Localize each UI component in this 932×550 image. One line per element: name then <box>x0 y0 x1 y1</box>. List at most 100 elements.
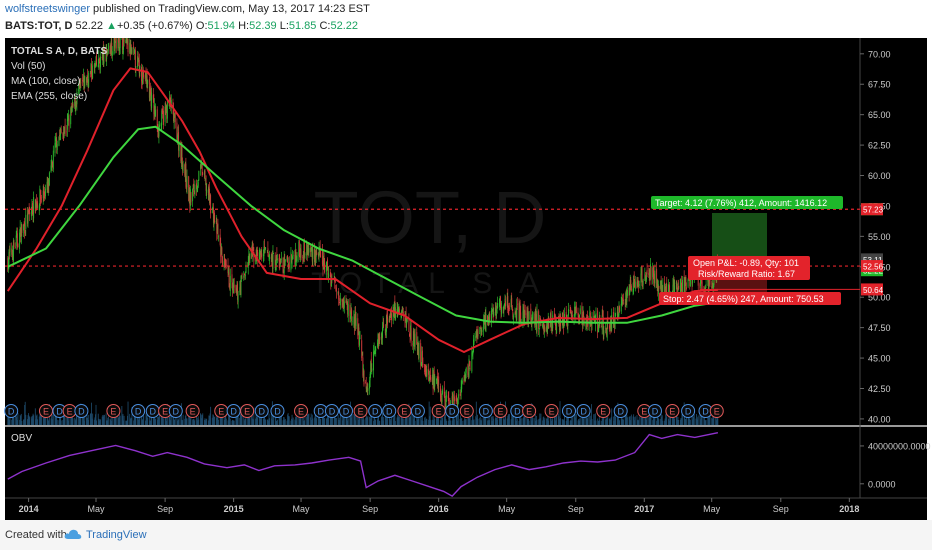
candle-body[interactable] <box>598 316 600 324</box>
candle-body[interactable] <box>457 394 459 398</box>
candle-body[interactable] <box>366 390 368 392</box>
candle-body[interactable] <box>433 371 435 389</box>
candle-body[interactable] <box>428 369 430 375</box>
candle-body[interactable] <box>107 52 109 55</box>
candle-body[interactable] <box>59 134 60 137</box>
candle-body[interactable] <box>334 279 336 283</box>
candle-body[interactable] <box>668 285 670 287</box>
candle-body[interactable] <box>29 212 31 215</box>
candle-body[interactable] <box>197 185 199 189</box>
candle-body[interactable] <box>92 65 94 79</box>
candle-body[interactable] <box>137 56 139 62</box>
candle-body[interactable] <box>256 248 258 262</box>
candle-body[interactable] <box>526 312 528 316</box>
candle-body[interactable] <box>531 317 533 325</box>
candle-body[interactable] <box>97 64 99 68</box>
candle-body[interactable] <box>491 307 493 311</box>
candle-body[interactable] <box>376 342 378 347</box>
candle-body[interactable] <box>67 119 69 121</box>
candle-body[interactable] <box>207 189 209 196</box>
candle-body[interactable] <box>397 309 399 311</box>
candle-body[interactable] <box>350 310 352 314</box>
candle-body[interactable] <box>12 253 14 259</box>
candle-body[interactable] <box>321 249 323 264</box>
candle-body[interactable] <box>684 283 686 295</box>
candlesticks[interactable] <box>7 38 719 420</box>
candle-body[interactable] <box>638 283 640 287</box>
dividend-marker[interactable]: D <box>338 404 353 418</box>
candle-body[interactable] <box>653 270 655 283</box>
candle-body[interactable] <box>532 316 533 321</box>
candle-body[interactable] <box>436 378 438 382</box>
candle-body[interactable] <box>20 228 22 243</box>
candle-body[interactable] <box>349 304 351 316</box>
dividend-marker[interactable]: D <box>510 404 525 418</box>
candle-body[interactable] <box>402 310 404 313</box>
candle-body[interactable] <box>420 362 422 363</box>
candle-body[interactable] <box>75 103 77 106</box>
candle-body[interactable] <box>712 284 714 287</box>
candle-body[interactable] <box>64 126 65 133</box>
candle-body[interactable] <box>185 185 187 190</box>
candle-body[interactable] <box>579 314 581 320</box>
candle-body[interactable] <box>292 255 294 256</box>
candle-body[interactable] <box>38 205 40 211</box>
dividend-marker[interactable]: D <box>445 404 460 418</box>
dividend-marker[interactable]: D <box>410 404 425 418</box>
candle-body[interactable] <box>119 48 121 52</box>
candle-body[interactable] <box>573 318 575 323</box>
candle-body[interactable] <box>394 307 396 320</box>
candle-body[interactable] <box>445 395 447 408</box>
candle-body[interactable] <box>390 314 392 316</box>
candle-body[interactable] <box>662 284 664 294</box>
candle-body[interactable] <box>539 317 541 322</box>
candle-body[interactable] <box>328 273 330 279</box>
candle-body[interactable] <box>201 165 203 176</box>
candle-body[interactable] <box>440 393 442 398</box>
candle-body[interactable] <box>489 313 491 322</box>
candle-body[interactable] <box>111 51 113 57</box>
candle-body[interactable] <box>216 222 218 234</box>
candle-body[interactable] <box>48 183 50 187</box>
candle-body[interactable] <box>357 324 359 335</box>
candle-body[interactable] <box>133 46 135 50</box>
candle-body[interactable] <box>58 136 60 146</box>
candle-body[interactable] <box>442 389 444 394</box>
earnings-marker[interactable]: E <box>431 404 446 418</box>
candle-body[interactable] <box>9 247 11 253</box>
earnings-marker[interactable]: E <box>294 404 309 418</box>
candle-body[interactable] <box>437 379 439 387</box>
dividend-marker[interactable]: D <box>145 404 160 418</box>
candle-body[interactable] <box>150 91 152 107</box>
candle-body[interactable] <box>54 142 56 153</box>
candle-body[interactable] <box>134 50 136 68</box>
candle-body[interactable] <box>196 183 198 190</box>
candle-body[interactable] <box>295 251 297 262</box>
candle-body[interactable] <box>72 103 74 108</box>
candle-body[interactable] <box>47 180 49 189</box>
candle-body[interactable] <box>186 175 188 188</box>
candle-body[interactable] <box>115 38 117 41</box>
candle-body[interactable] <box>182 162 183 170</box>
candle-body[interactable] <box>86 77 87 83</box>
candle-body[interactable] <box>656 281 658 288</box>
candle-body[interactable] <box>700 274 701 286</box>
candle-body[interactable] <box>338 298 340 302</box>
candle-body[interactable] <box>528 311 530 320</box>
candle-body[interactable] <box>387 316 389 324</box>
dividend-marker[interactable]: D <box>562 404 577 418</box>
candle-body[interactable] <box>398 308 400 315</box>
candle-body[interactable] <box>86 78 88 83</box>
dividend-marker[interactable]: D <box>681 404 696 418</box>
candle-body[interactable] <box>91 75 93 80</box>
candle-body[interactable] <box>393 302 395 317</box>
candle-body[interactable] <box>638 283 640 287</box>
candle-body[interactable] <box>43 190 45 195</box>
candle-body[interactable] <box>432 376 434 389</box>
candle-body[interactable] <box>335 285 337 290</box>
candle-body[interactable] <box>477 329 479 337</box>
candle-body[interactable] <box>209 188 210 204</box>
candle-body[interactable] <box>392 305 394 321</box>
